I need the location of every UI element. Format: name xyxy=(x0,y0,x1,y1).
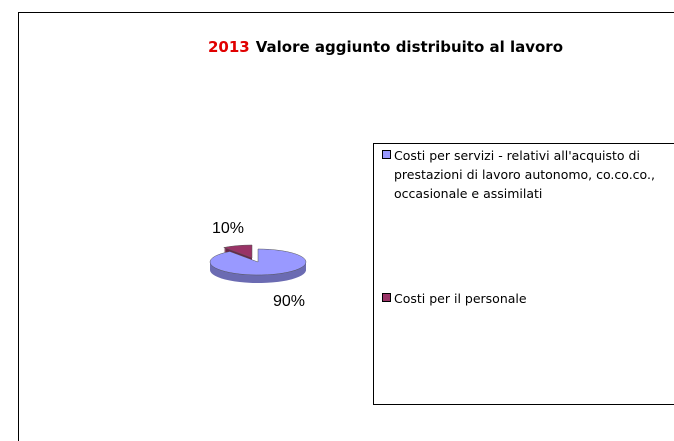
data-label: 90% xyxy=(273,293,305,310)
legend-label: Costi per il personale xyxy=(394,291,527,306)
title-year: 2013 xyxy=(208,38,250,56)
data-label: 10% xyxy=(212,220,244,237)
legend-label: Costi per servizi - relativi all'acquist… xyxy=(394,148,655,201)
legend: Costi per servizi - relativi all'acquist… xyxy=(373,143,674,405)
legend-entry: Costi per servizi - relativi all'acquist… xyxy=(382,146,674,203)
legend-entry: Costi per il personale xyxy=(382,289,674,308)
title-text: Valore aggiunto distribuito al lavoro xyxy=(255,38,564,56)
pie-slice xyxy=(209,248,307,276)
chart-title: 2013 Valore aggiunto distribuito al lavor… xyxy=(208,38,563,56)
chart-frame xyxy=(18,12,674,441)
pie-slice xyxy=(222,244,253,259)
legend-swatch xyxy=(382,150,391,159)
legend-swatch xyxy=(382,293,391,302)
